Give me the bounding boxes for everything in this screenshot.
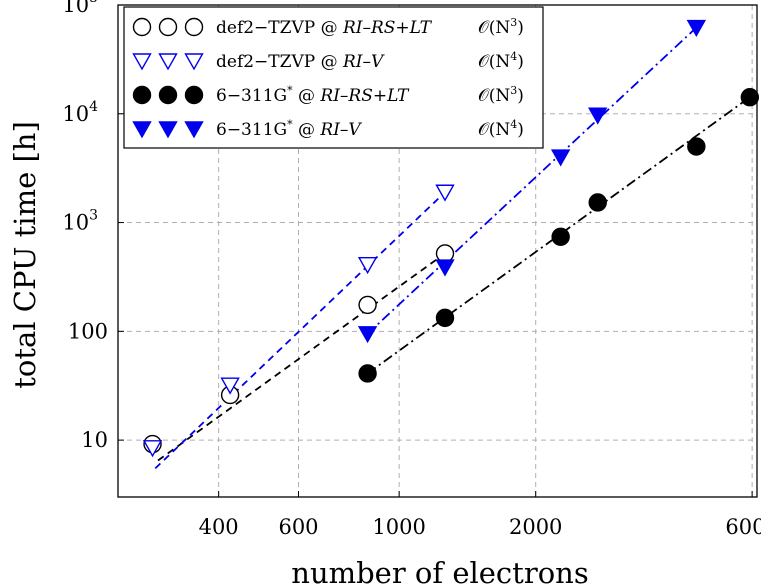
data-point <box>686 19 707 38</box>
data-point <box>551 227 570 246</box>
y-tick-exponent: 4 <box>89 99 98 115</box>
data-point <box>184 121 204 139</box>
fit-line <box>154 191 446 470</box>
data-markers <box>142 19 760 458</box>
legend-method: RI–V <box>319 120 362 140</box>
data-point <box>357 326 378 344</box>
y-tick-base: 10 <box>62 102 89 126</box>
legend-scaling-exp: 4 <box>510 118 517 131</box>
legend-label: 6−311G* @ RI–RS+LT <box>216 84 410 106</box>
legend-scaling-exp: 3 <box>510 16 517 29</box>
legend: def2−TZVP @ RI–RS+LT 𝒪(N3)def2−TZVP @ RI–… <box>123 6 544 149</box>
y-axis-label: total CPU time [h] <box>8 121 42 389</box>
axis-ticks: 40060010002000600010100103104105 <box>62 0 761 539</box>
legend-scaling: 𝒪(N3) <box>478 16 524 38</box>
legend-method: RI–V <box>342 52 385 72</box>
legend-basis: def2−TZVP @ <box>216 52 343 72</box>
legend-label: def2−TZVP @ RI–V <box>216 52 385 72</box>
legend-basis-sup: * <box>287 84 293 97</box>
x-tick-label: 600 <box>278 515 318 539</box>
x-tick-label: 1000 <box>372 515 425 539</box>
data-point <box>132 121 152 139</box>
legend-scaling-end: ) <box>517 120 524 140</box>
y-tick-label: 100 <box>68 319 108 343</box>
legend-basis: 6−311G <box>216 120 287 140</box>
legend-scaling-end: ) <box>517 52 524 72</box>
fit-line <box>366 26 697 335</box>
legend-basis: 6−311G <box>216 86 287 106</box>
data-point <box>588 193 607 212</box>
data-point <box>132 85 152 105</box>
data-point <box>142 440 163 458</box>
y-tick-exponent: 5 <box>89 0 98 6</box>
y-tick-base: 10 <box>62 0 89 17</box>
y-tick-label: 105 <box>62 0 98 17</box>
legend-basis: def2−TZVP @ <box>216 18 343 38</box>
legend-method: RI–RS+LT <box>342 18 433 38</box>
x-tick-label: 6000 <box>725 515 761 539</box>
data-point <box>220 377 240 395</box>
y-tick-exponent: 3 <box>89 208 98 224</box>
legend-basis-after: @ <box>293 86 321 106</box>
x-tick-label: 400 <box>199 515 239 539</box>
data-point <box>132 53 152 71</box>
legend-label: def2−TZVP @ RI–RS+LT <box>216 18 433 38</box>
data-point <box>435 184 455 202</box>
legend-scaling: 𝒪(N3) <box>478 84 524 106</box>
data-point <box>357 256 378 275</box>
data-point <box>132 17 152 37</box>
data-point <box>158 121 178 139</box>
data-point <box>550 149 571 167</box>
data-point <box>158 53 178 71</box>
data-point <box>158 17 178 37</box>
x-tick-label: 2000 <box>509 515 562 539</box>
plot-frame <box>117 4 758 498</box>
y-tick-label: 104 <box>62 99 98 126</box>
legend-scaling-base: 𝒪(N <box>478 52 510 72</box>
data-point <box>435 259 455 277</box>
legend-basis-after: @ <box>293 120 321 140</box>
legend-scaling-base: 𝒪(N <box>478 18 510 38</box>
data-point <box>184 53 204 71</box>
data-point <box>358 364 377 383</box>
y-tick-base: 10 <box>62 211 89 235</box>
legend-basis-sup: * <box>287 118 293 131</box>
legend-label: 6−311G* @ RI–V <box>216 118 362 140</box>
x-axis-label: number of electrons <box>291 556 588 585</box>
data-point <box>184 17 204 37</box>
legend-scaling-end: ) <box>517 18 524 38</box>
data-point <box>740 88 760 107</box>
data-point <box>158 85 178 105</box>
legend-scaling: 𝒪(N4) <box>478 118 524 140</box>
legend-scaling: 𝒪(N4) <box>478 50 524 72</box>
data-point <box>358 295 377 315</box>
legend-scaling-exp: 3 <box>510 84 517 97</box>
legend-scaling-base: 𝒪(N <box>478 86 510 106</box>
data-point <box>687 137 706 156</box>
data-point <box>184 85 204 105</box>
y-tick-label: 10 <box>81 428 108 452</box>
legend-scaling-end: ) <box>517 86 524 106</box>
y-tick-label: 103 <box>62 208 98 235</box>
legend-scaling-exp: 4 <box>510 50 517 63</box>
data-point <box>588 107 608 125</box>
legend-scaling-base: 𝒪(N <box>478 120 510 140</box>
legend-method: RI–RS+LT <box>319 86 410 106</box>
fit-line <box>157 252 446 462</box>
data-point <box>435 308 455 328</box>
